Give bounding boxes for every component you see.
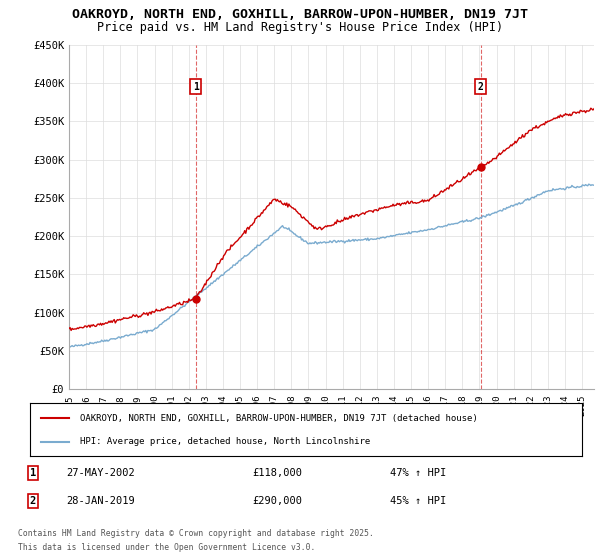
Text: This data is licensed under the Open Government Licence v3.0.: This data is licensed under the Open Gov…	[18, 543, 316, 552]
Text: £290,000: £290,000	[252, 496, 302, 506]
Text: £118,000: £118,000	[252, 468, 302, 478]
Text: OAKROYD, NORTH END, GOXHILL, BARROW-UPON-HUMBER, DN19 7JT: OAKROYD, NORTH END, GOXHILL, BARROW-UPON…	[72, 8, 528, 21]
Text: OAKROYD, NORTH END, GOXHILL, BARROW-UPON-HUMBER, DN19 7JT (detached house): OAKROYD, NORTH END, GOXHILL, BARROW-UPON…	[80, 414, 478, 423]
Text: 2: 2	[30, 496, 36, 506]
Text: Contains HM Land Registry data © Crown copyright and database right 2025.: Contains HM Land Registry data © Crown c…	[18, 529, 374, 538]
Text: 27-MAY-2002: 27-MAY-2002	[66, 468, 135, 478]
Text: 47% ↑ HPI: 47% ↑ HPI	[390, 468, 446, 478]
Text: 1: 1	[193, 82, 199, 92]
Text: 2: 2	[478, 82, 484, 92]
Text: HPI: Average price, detached house, North Lincolnshire: HPI: Average price, detached house, Nort…	[80, 437, 370, 446]
Text: 28-JAN-2019: 28-JAN-2019	[66, 496, 135, 506]
Text: 1: 1	[30, 468, 36, 478]
Text: 45% ↑ HPI: 45% ↑ HPI	[390, 496, 446, 506]
Text: Price paid vs. HM Land Registry's House Price Index (HPI): Price paid vs. HM Land Registry's House …	[97, 21, 503, 34]
